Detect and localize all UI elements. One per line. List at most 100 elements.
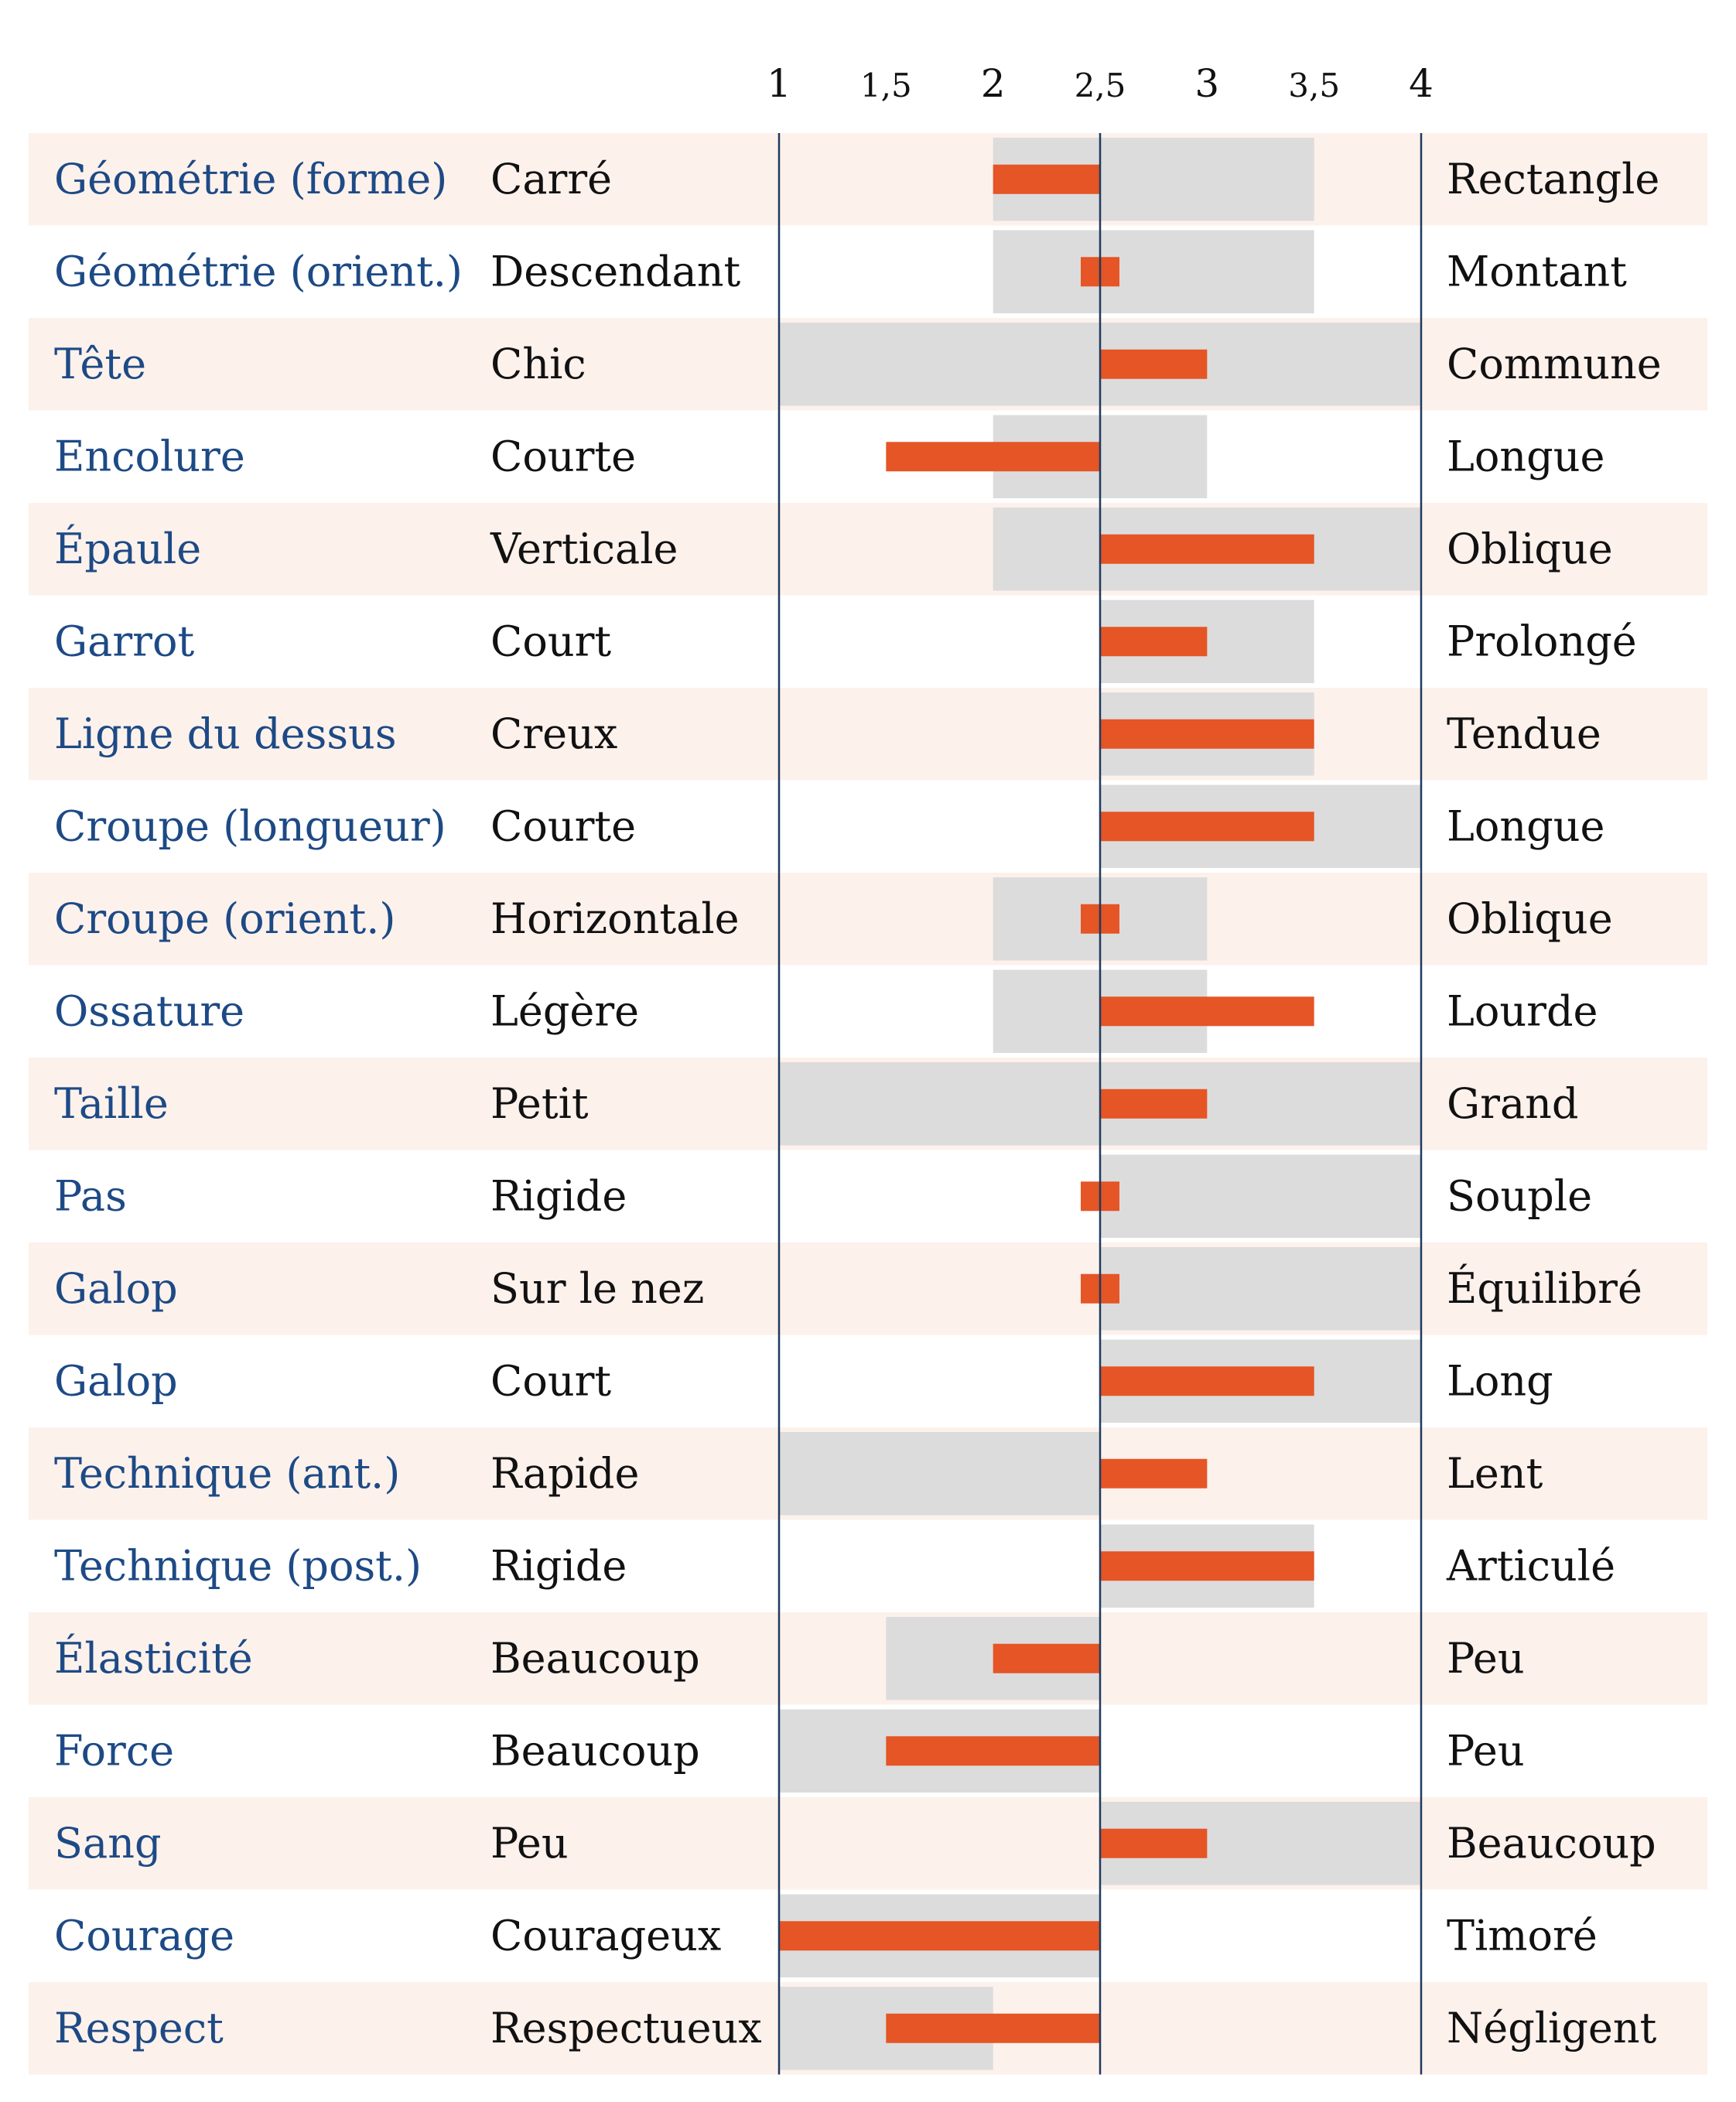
left-pole-label: Petit bbox=[490, 1079, 589, 1128]
left-pole-label: Sur le nez bbox=[490, 1264, 704, 1313]
left-pole-label: Court bbox=[490, 617, 611, 665]
tick-label: 1 bbox=[767, 61, 791, 106]
trait-label: Respect bbox=[54, 2004, 224, 2052]
row-band bbox=[29, 1612, 1707, 1705]
trait-label: Élasticité bbox=[54, 1633, 253, 1683]
tick-labels: 1 1,5 2 2,5 3 3,5 4 bbox=[767, 61, 1434, 106]
score-bar bbox=[1100, 719, 1314, 749]
right-pole-label: Tendue bbox=[1447, 709, 1601, 758]
trait-label: Courage bbox=[54, 1911, 234, 1960]
tick-label: 3 bbox=[1194, 61, 1219, 106]
trait-label: Ossature bbox=[54, 986, 244, 1035]
range-bar bbox=[779, 1432, 1100, 1516]
axis-lines bbox=[777, 133, 1423, 2075]
score-bar bbox=[886, 2013, 1100, 2043]
left-pole-label: Chic bbox=[490, 340, 586, 388]
right-pole-label: Prolongé bbox=[1447, 617, 1637, 665]
tick-label: 4 bbox=[1409, 61, 1434, 106]
trait-label: Force bbox=[54, 1726, 174, 1775]
left-pole-label: Rapide bbox=[490, 1449, 639, 1498]
trait-label: Épaule bbox=[54, 524, 201, 573]
score-bar bbox=[1100, 534, 1314, 564]
trait-label: Croupe (orient.) bbox=[54, 894, 395, 943]
trait-label: Géométrie (orient.) bbox=[54, 247, 463, 296]
trait-label: Sang bbox=[54, 1819, 162, 1868]
right-pole-label: Rectangle bbox=[1447, 155, 1659, 203]
trait-label: Technique (post.) bbox=[54, 1541, 422, 1590]
right-pole-label: Souple bbox=[1447, 1171, 1592, 1220]
right-pole-label: Longue bbox=[1447, 801, 1604, 850]
left-pole-label: Horizontale bbox=[490, 894, 740, 943]
left-pole-label: Courte bbox=[490, 801, 636, 850]
left-pole-label: Creux bbox=[490, 709, 617, 758]
score-bar bbox=[1100, 812, 1314, 842]
right-pole-label: Peu bbox=[1447, 1634, 1525, 1683]
trait-label: Pas bbox=[54, 1171, 127, 1220]
row-band bbox=[29, 1242, 1707, 1335]
score-bar bbox=[1100, 1551, 1314, 1581]
left-pole-label: Descendant bbox=[490, 247, 740, 296]
right-pole-label: Articulé bbox=[1446, 1541, 1615, 1590]
row-band bbox=[29, 1797, 1707, 1890]
range-bar bbox=[1100, 1247, 1421, 1331]
right-pole-label: Longue bbox=[1447, 432, 1604, 480]
trait-label: Croupe (longueur) bbox=[54, 801, 446, 850]
row-labels: Géométrie (forme) Carré Rectangle Géométrie… bbox=[54, 155, 1662, 2052]
tick-label: 1,5 bbox=[860, 67, 912, 104]
right-pole-label: Commune bbox=[1447, 340, 1662, 388]
right-pole-label: Grand bbox=[1447, 1079, 1579, 1128]
score-bar bbox=[1100, 1828, 1208, 1858]
right-pole-label: Oblique bbox=[1447, 894, 1613, 943]
right-pole-label: Lourde bbox=[1447, 986, 1598, 1035]
trait-label: Taille bbox=[54, 1079, 169, 1128]
left-pole-label: Beaucoup bbox=[490, 1726, 700, 1775]
score-bar bbox=[1100, 1366, 1314, 1396]
right-pole-label: Oblique bbox=[1447, 525, 1613, 573]
trait-label: Géométrie (forme) bbox=[54, 155, 447, 203]
left-pole-label: Courageux bbox=[490, 1911, 721, 1960]
row-band bbox=[29, 873, 1707, 966]
trait-label: Garrot bbox=[54, 617, 194, 665]
left-pole-label: Peu bbox=[490, 1819, 569, 1868]
tick-label: 2 bbox=[981, 61, 1006, 106]
score-bar bbox=[1100, 627, 1208, 657]
left-pole-label: Courte bbox=[490, 432, 636, 480]
score-bar bbox=[1100, 996, 1314, 1027]
range-bar bbox=[993, 230, 1314, 313]
score-bar bbox=[993, 1643, 1100, 1673]
score-bar bbox=[993, 164, 1100, 194]
tick-label: 3,5 bbox=[1288, 67, 1340, 104]
left-pole-label: Respectueux bbox=[490, 2004, 762, 2052]
score-bar bbox=[1100, 1458, 1208, 1488]
tick-label: 2,5 bbox=[1075, 67, 1126, 104]
right-pole-label: Beaucoup bbox=[1447, 1819, 1656, 1868]
right-pole-label: Timoré bbox=[1447, 1911, 1598, 1960]
right-pole-label: Lent bbox=[1447, 1449, 1543, 1498]
right-pole-label: Long bbox=[1447, 1356, 1553, 1405]
right-pole-label: Montant bbox=[1447, 247, 1627, 296]
range-bar bbox=[1100, 1154, 1421, 1238]
right-pole-label: Équilibré bbox=[1447, 1263, 1642, 1313]
left-pole-label: Légère bbox=[490, 986, 639, 1035]
trait-label: Ligne du dessus bbox=[54, 709, 397, 758]
row-band bbox=[29, 688, 1707, 781]
row-band bbox=[29, 133, 1707, 226]
left-pole-label: Carré bbox=[490, 155, 612, 203]
left-pole-label: Verticale bbox=[490, 525, 678, 573]
trait-label: Technique (ant.) bbox=[54, 1449, 400, 1498]
right-pole-label: Négligent bbox=[1447, 2004, 1657, 2052]
score-bar bbox=[1100, 1089, 1208, 1119]
score-bar bbox=[886, 1736, 1100, 1766]
score-bar bbox=[886, 442, 1100, 472]
left-pole-label: Rigide bbox=[490, 1171, 627, 1220]
score-bars bbox=[779, 164, 1314, 2043]
trait-label: Galop bbox=[54, 1264, 178, 1313]
right-pole-label: Peu bbox=[1447, 1726, 1525, 1775]
row-band bbox=[29, 503, 1707, 596]
trait-label: Galop bbox=[54, 1356, 178, 1405]
left-pole-label: Beaucoup bbox=[490, 1634, 700, 1683]
score-bar bbox=[779, 1921, 1100, 1951]
trait-label: Tête bbox=[54, 340, 146, 388]
trait-label: Encolure bbox=[54, 432, 245, 480]
